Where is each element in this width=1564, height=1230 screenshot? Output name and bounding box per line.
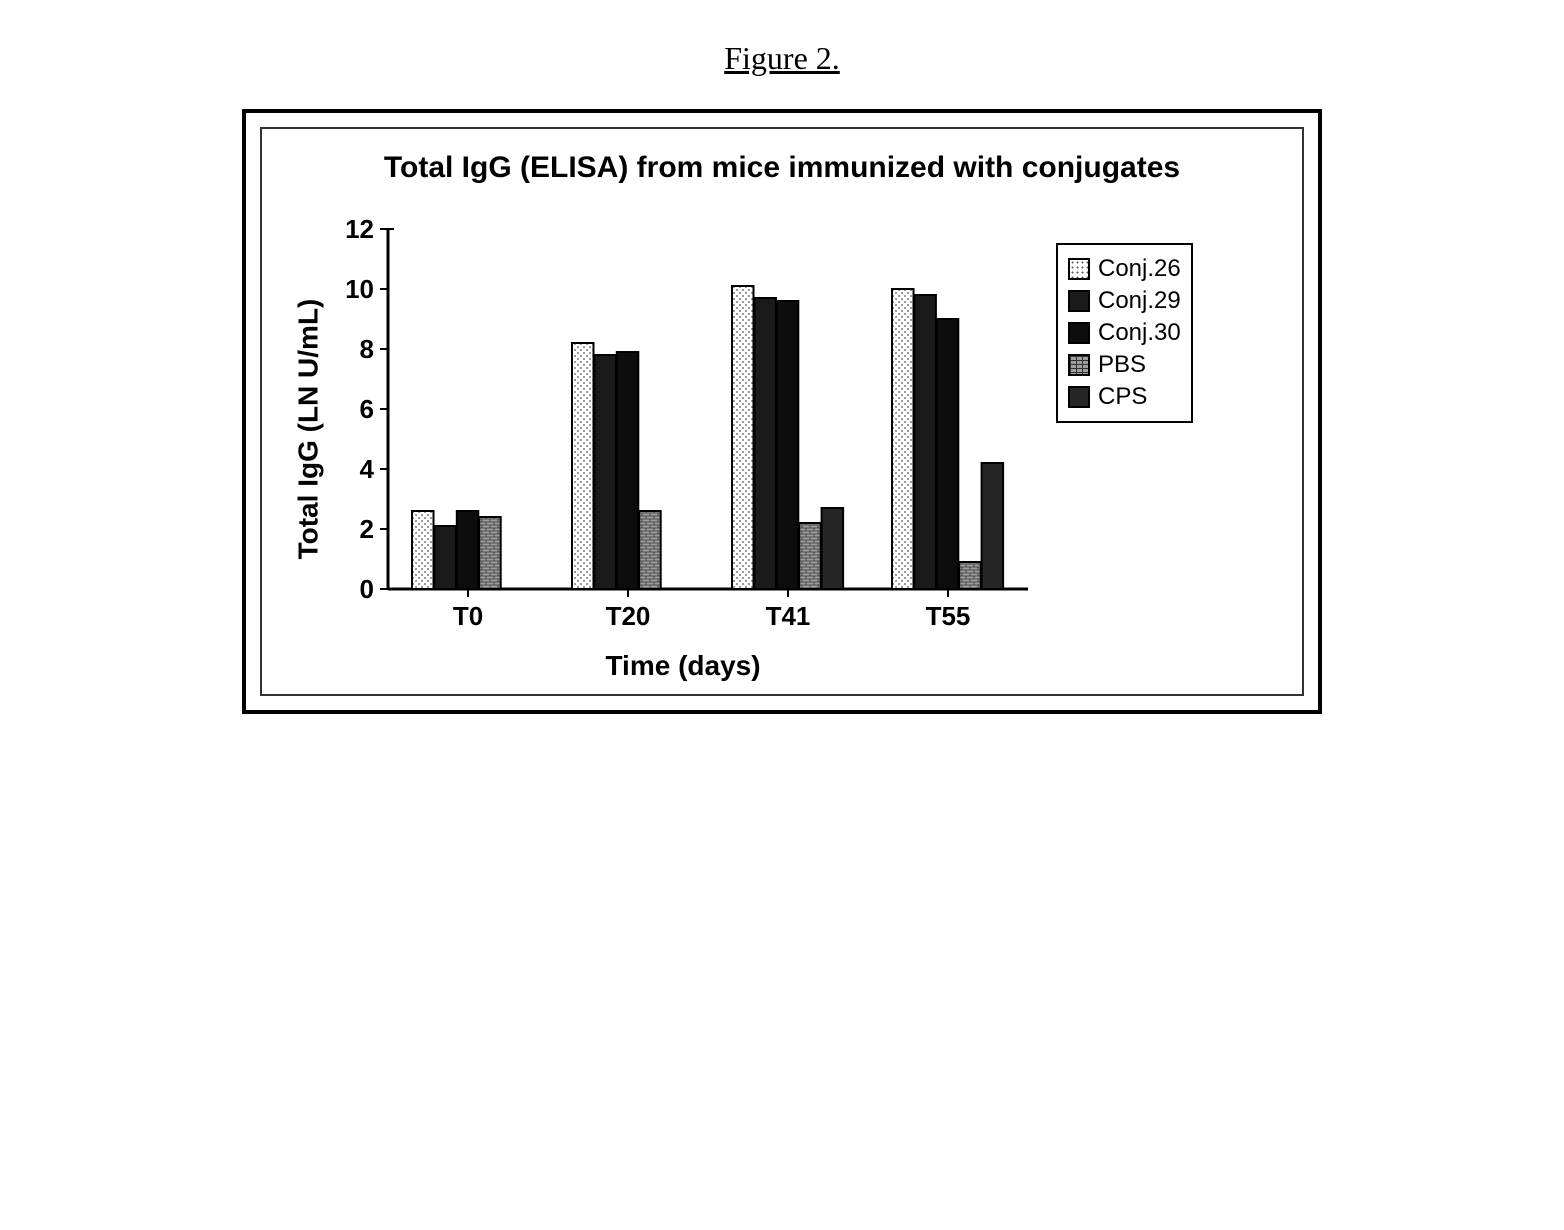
bar <box>639 511 661 589</box>
legend-label: PBS <box>1098 351 1146 379</box>
chart-body: Total IgG (LN U/mL) 0 2 4 6 8 10 12 T0 T20 T41 T55… <box>286 219 1278 682</box>
legend-item: PBS <box>1068 351 1181 379</box>
bar <box>617 352 639 589</box>
x-tick-label: T20 <box>606 601 651 631</box>
y-axis-label: Total IgG (LN U/mL) <box>292 298 324 559</box>
legend-swatch <box>1068 290 1090 312</box>
y-tick-label: 12 <box>345 219 374 244</box>
bar <box>572 343 594 589</box>
bar <box>479 517 501 589</box>
legend: Conj.26 Conj.29 Conj.30 PBS CPS <box>1056 243 1193 423</box>
chart-inner-frame: Total IgG (ELISA) from mice immunized wi… <box>260 127 1304 696</box>
x-tick-label: T55 <box>926 601 971 631</box>
y-tick-label: 10 <box>345 274 374 304</box>
page: Figure 2. Total IgG (ELISA) from mice im… <box>242 40 1322 714</box>
bar <box>777 301 799 589</box>
plot-column: 0 2 4 6 8 10 12 T0 T20 T41 T55 Time (days) <box>330 219 1036 682</box>
bar <box>434 526 456 589</box>
legend-item: Conj.29 <box>1068 287 1181 315</box>
legend-swatch <box>1068 258 1090 280</box>
x-tick-label: T41 <box>766 601 811 631</box>
y-axis-label-wrap: Total IgG (LN U/mL) <box>286 219 330 639</box>
y-tick-label: 6 <box>360 394 374 424</box>
legend-swatch <box>1068 354 1090 376</box>
bar <box>892 289 914 589</box>
bar <box>937 319 959 589</box>
chart-title: Total IgG (ELISA) from mice immunized wi… <box>286 149 1278 187</box>
bar <box>594 355 616 589</box>
legend-swatch <box>1068 322 1090 344</box>
bar <box>457 511 479 589</box>
legend-label: Conj.29 <box>1098 287 1181 315</box>
bar <box>732 286 754 589</box>
legend-item: CPS <box>1068 383 1181 411</box>
bar <box>982 463 1004 589</box>
y-tick-label: 0 <box>360 574 374 604</box>
bar <box>799 523 821 589</box>
x-axis-label: Time (days) <box>330 650 1036 682</box>
legend-item: Conj.30 <box>1068 319 1181 347</box>
y-tick-label: 4 <box>360 454 375 484</box>
bar <box>754 298 776 589</box>
x-tick-label: T0 <box>453 601 483 631</box>
bar <box>412 511 434 589</box>
chart-outer-frame: Total IgG (ELISA) from mice immunized wi… <box>242 109 1322 714</box>
bar <box>914 295 936 589</box>
y-tick-label: 8 <box>360 334 374 364</box>
bar <box>822 508 844 589</box>
y-tick-label: 2 <box>360 514 374 544</box>
bar <box>959 562 981 589</box>
bar-chart-plot: 0 2 4 6 8 10 12 T0 T20 T41 T55 <box>330 219 1036 639</box>
legend-label: Conj.30 <box>1098 319 1181 347</box>
legend-label: CPS <box>1098 383 1147 411</box>
legend-swatch <box>1068 386 1090 408</box>
legend-item: Conj.26 <box>1068 255 1181 283</box>
legend-label: Conj.26 <box>1098 255 1181 283</box>
figure-caption: Figure 2. <box>242 40 1322 77</box>
